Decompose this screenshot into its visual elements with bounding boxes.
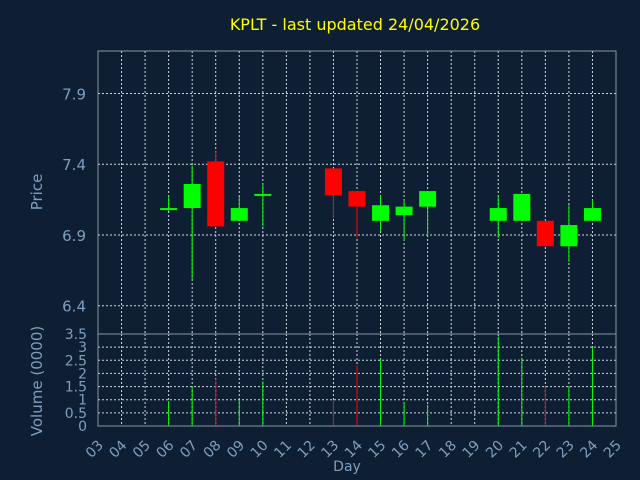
x-tick-label: 18 xyxy=(436,438,460,462)
x-axis-ticks: 03 04 05 06 07 08 09 10 11 12 13 14 15 16 17 18 19 20 21 22… xyxy=(83,437,625,461)
candle-body xyxy=(372,205,390,221)
x-tick-label: 24 xyxy=(577,437,601,461)
volume-y-ticks: 00.511.522.533.5 xyxy=(65,327,87,435)
x-tick-label: 20 xyxy=(483,438,507,462)
candle-body xyxy=(348,191,366,207)
candle-body xyxy=(536,220,554,247)
x-tick-label: 21 xyxy=(507,438,531,462)
price-y-ticks: 6.4 6.9 7.4 7.9 xyxy=(62,85,86,315)
chart-title: KPLT - last updated 24/04/2026 xyxy=(230,15,480,34)
volume-panel-frame xyxy=(97,333,617,427)
x-tick-label: 12 xyxy=(295,438,319,462)
volume-axis-label: Volume (0000) xyxy=(28,326,46,436)
x-tick-label: 03 xyxy=(83,438,107,462)
volume-tick-label: 0 xyxy=(78,419,87,435)
x-axis-label: Day xyxy=(333,459,361,475)
candle-body xyxy=(395,206,413,216)
candle-body xyxy=(160,208,178,211)
x-tick-label: 11 xyxy=(271,438,295,462)
x-tick-label: 16 xyxy=(389,437,413,461)
candle-body xyxy=(419,191,437,207)
price-tick-label: 6.9 xyxy=(62,227,86,245)
volume-bars xyxy=(168,336,593,426)
candle-body xyxy=(324,168,342,196)
x-tick-label: 09 xyxy=(224,438,248,462)
candle-body xyxy=(183,184,201,209)
x-tick-label: 14 xyxy=(342,437,366,461)
x-tick-label: 19 xyxy=(460,438,484,462)
x-tick-label: 05 xyxy=(130,438,154,462)
candle-body xyxy=(513,193,531,221)
x-tick-label: 10 xyxy=(248,438,272,462)
x-tick-label: 23 xyxy=(554,438,578,462)
volume-tick-label: 3.5 xyxy=(65,327,87,343)
x-tick-label: 08 xyxy=(201,438,225,462)
candle-body xyxy=(583,208,601,221)
volume-tick-label: 2 xyxy=(78,366,87,382)
x-tick-label: 06 xyxy=(154,437,178,461)
price-candles xyxy=(160,150,601,279)
x-tick-label: 22 xyxy=(530,438,554,462)
price-tick-label: 6.4 xyxy=(62,298,86,316)
x-tick-label: 04 xyxy=(106,437,130,461)
volume-tick-label: 0.5 xyxy=(65,406,87,422)
candle-body xyxy=(207,161,225,227)
volume-tick-label: 1 xyxy=(78,393,87,409)
x-tick-label: 13 xyxy=(318,438,342,462)
price-tick-label: 7.9 xyxy=(62,85,86,103)
price-tick-label: 7.4 xyxy=(62,156,86,174)
candle-body xyxy=(489,208,507,221)
candle-body xyxy=(560,225,578,247)
x-tick-label: 07 xyxy=(177,438,201,462)
x-tick-label: 17 xyxy=(413,438,437,462)
volume-tick-label: 2.5 xyxy=(65,353,87,369)
volume-tick-label: 1.5 xyxy=(65,380,87,396)
x-tick-label: 15 xyxy=(365,438,389,462)
candle-body xyxy=(254,193,272,196)
price-axis-label: Price xyxy=(28,174,46,211)
x-tick-label: 25 xyxy=(601,438,625,462)
candle-body xyxy=(230,208,248,221)
volume-tick-label: 3 xyxy=(78,340,87,356)
